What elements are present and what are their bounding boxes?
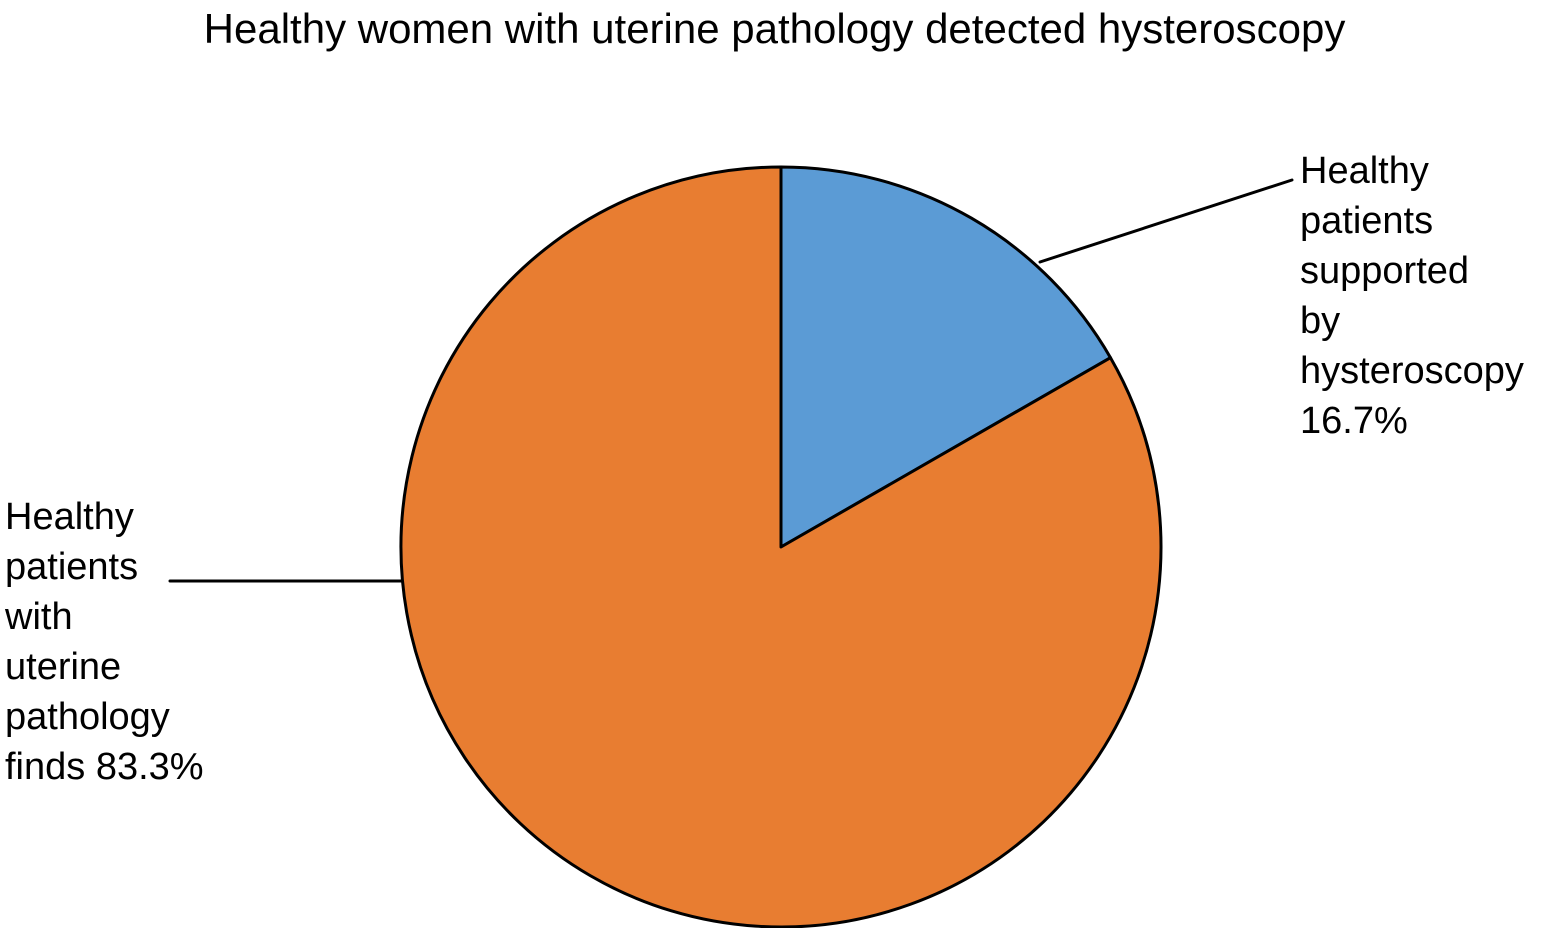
- label-healthy-patients-with-uterine-pathology: Healthy patients with uterine pathology …: [5, 496, 204, 788]
- pie-slice-0-healthy-patients-supported-by-hysterosco: [779, 165, 1112, 549]
- label-healthy-patients-supported-by-hysteroscopy: Healthy patients supported by hysterosco…: [1300, 150, 1524, 442]
- pie-slices-group: [399, 165, 1163, 928]
- chart-title: Healthy women with uterine pathology det…: [203, 5, 1346, 52]
- leader-line-hysteroscopy-slice: [1038, 178, 1294, 264]
- pie-slice-1-healthy-patients-with-uterine-pathology-: [399, 165, 1163, 928]
